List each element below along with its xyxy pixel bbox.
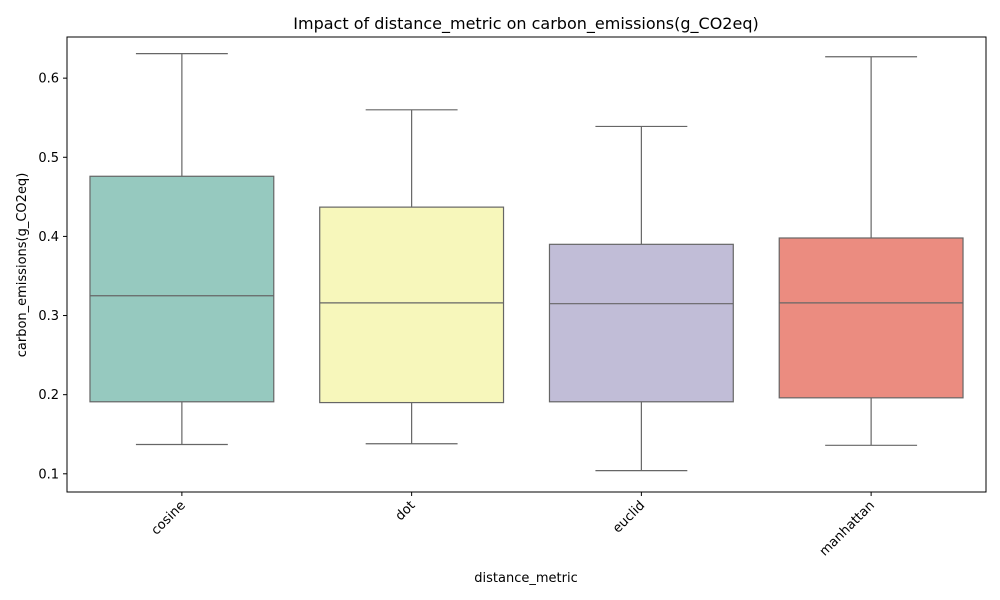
y-axis: 0.1 0.2 0.3 0.4 0.5 0.6 (38, 72, 67, 482)
x-tick-label-manhattan: manhattan (817, 498, 878, 559)
x-tick-label-cosine: cosine (149, 498, 189, 538)
box-dot (319, 109, 505, 445)
box-cosine (89, 53, 275, 446)
y-tick-label: 0.4 (38, 230, 59, 245)
y-tick-label: 0.3 (38, 309, 59, 324)
x-tick-label-euclid: euclid (610, 498, 648, 536)
box-iqr (319, 206, 505, 404)
box-euclid (548, 125, 734, 472)
box-iqr (778, 237, 964, 399)
boxes-layer (89, 53, 964, 472)
y-tick-label: 0.2 (38, 388, 59, 403)
chart-title: Impact of distance_metric on carbon_emis… (293, 14, 758, 34)
x-axis-label: distance_metric (474, 571, 577, 586)
y-tick-label: 0.5 (38, 151, 59, 166)
x-tick-label-dot: dot (393, 498, 419, 524)
plot-frame (66, 36, 987, 493)
box-manhattan (778, 56, 964, 446)
x-axis: cosine dot euclid manhattan (149, 492, 878, 559)
y-tick-label: 0.6 (38, 72, 59, 87)
y-axis-label: carbon_emissions(g_CO2eq) (15, 173, 30, 358)
y-tick-label: 0.1 (38, 467, 59, 482)
box-iqr (89, 175, 275, 403)
box-iqr (548, 243, 734, 403)
